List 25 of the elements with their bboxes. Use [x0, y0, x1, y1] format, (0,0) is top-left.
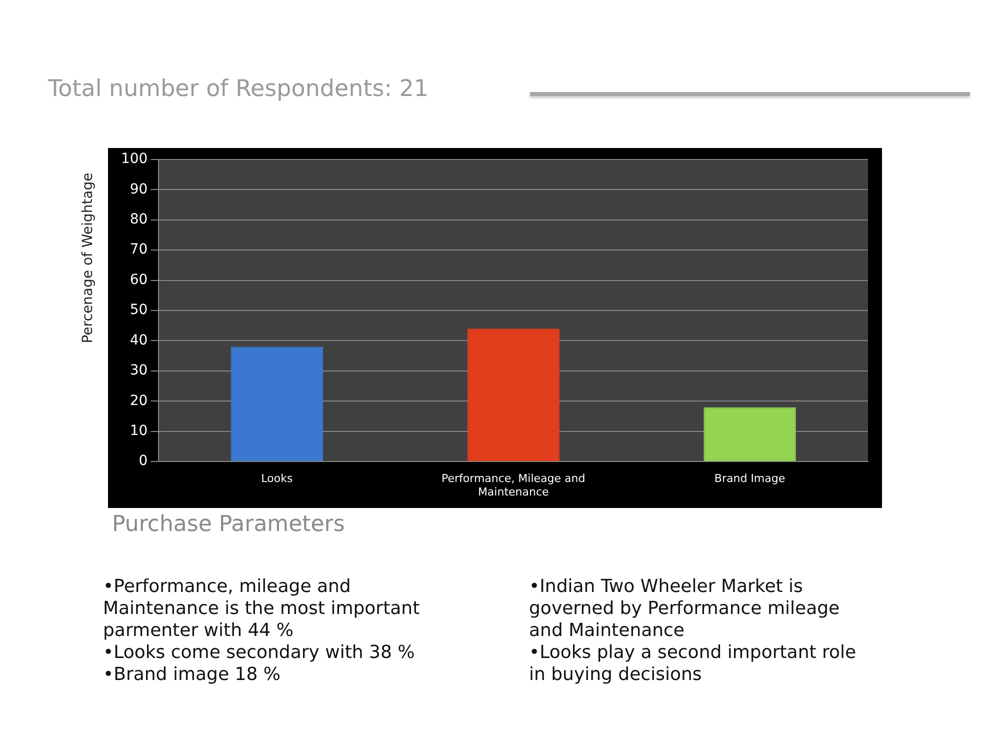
y-tick-label: 10	[130, 423, 148, 440]
x-tick-label: Performance, Mileage and Maintenance	[441, 472, 586, 498]
y-tick-label: 60	[130, 272, 148, 288]
chart-title: Total number of Respondents: 21	[48, 76, 429, 102]
y-tick-label: 90	[130, 181, 148, 198]
y-axis-title: Percenage of Weightage	[80, 172, 96, 344]
bar	[467, 328, 560, 462]
x-tick-label: Brand Image	[714, 472, 786, 486]
bar	[704, 407, 796, 462]
text: •Looks come secondary with 38 %	[103, 642, 416, 664]
text: •Performance, mileage and Maintenance is the most important parmenter with 44 %	[103, 576, 421, 642]
x-tick-label: Looks	[261, 472, 293, 486]
bar	[230, 346, 324, 462]
y-tick-label: 40	[130, 332, 148, 348]
text: •Brand image 18 %	[103, 664, 282, 686]
x-axis-title: Purchase Parameters	[112, 512, 345, 537]
y-tick-label: 100	[120, 151, 148, 168]
text: •Looks play a second important role in buying decisions	[529, 642, 858, 686]
y-tick-label: 70	[130, 242, 148, 258]
y-tick-label: 30	[130, 362, 148, 379]
y-tick-label: 80	[130, 211, 148, 228]
text: •Indian Two Wheeler Market is governed by Performance mileage and Maintenance	[529, 576, 841, 642]
y-tick-label: 20	[130, 392, 148, 409]
y-tick-label: 0	[138, 453, 148, 470]
y-tick-label: 50	[130, 302, 148, 318]
